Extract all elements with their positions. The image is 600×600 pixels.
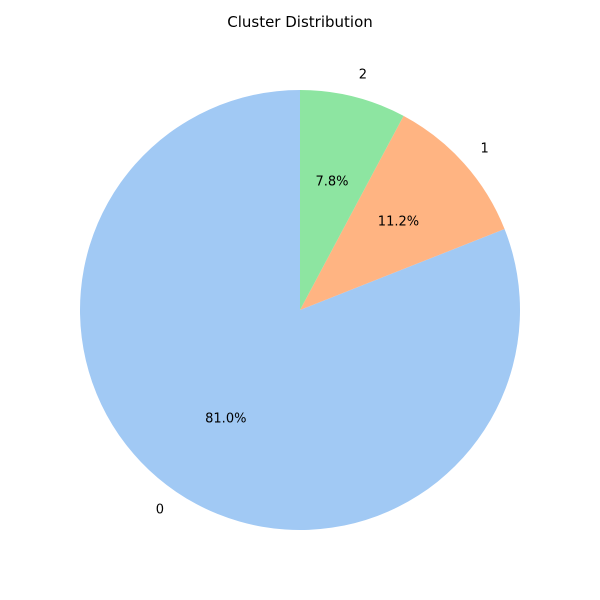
slice-percent-label-1: 11.2%: [378, 215, 419, 230]
slice-category-label-0: 0: [156, 503, 164, 518]
slice-category-label-1: 1: [481, 141, 489, 156]
chart-title: Cluster Distribution: [227, 13, 373, 31]
slice-percent-label-0: 81.0%: [205, 412, 246, 427]
pie-slice-0: [79, 90, 520, 530]
pie-slices: [79, 90, 520, 530]
pie-slice-2: [300, 90, 404, 310]
pie-labels: 81.0% 0 11.2% 1 7.8% 2: [156, 68, 489, 518]
slice-category-label-2: 2: [359, 68, 367, 83]
slice-percent-label-2: 7.8%: [316, 174, 349, 189]
pie-slice-1: [300, 115, 505, 310]
